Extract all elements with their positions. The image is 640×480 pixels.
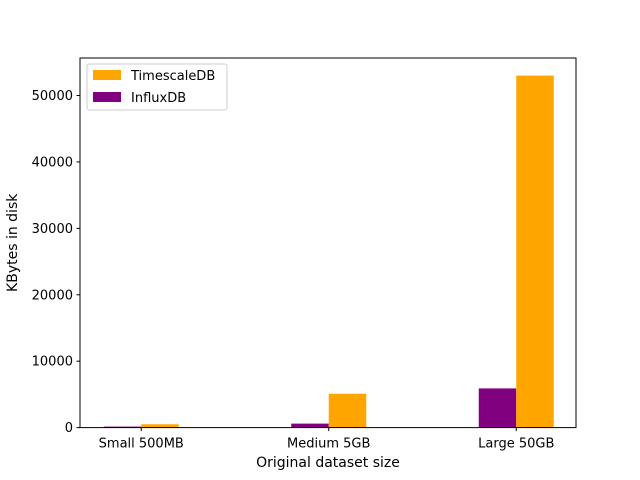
x-tick-label: Large 50GB [478, 437, 554, 452]
legend-label-timescaledb: TimescaleDB [130, 69, 215, 84]
x-axis-label: Original dataset size [256, 455, 400, 471]
y-axis: 0 10000 20000 30000 40000 50000 [32, 89, 80, 436]
y-axis-label: KBytes in disk [5, 193, 21, 292]
bar-influxdb-1 [291, 424, 329, 428]
x-tick-label: Medium 5GB [287, 437, 370, 452]
x-tick-label: Small 500MB [99, 437, 184, 452]
y-tick-label: 30000 [32, 222, 73, 237]
bar-influxdb-2 [479, 388, 517, 427]
legend: TimescaleDB InfluxDB [87, 64, 227, 110]
y-tick-label: 0 [65, 421, 73, 436]
y-tick-label: 50000 [32, 89, 73, 104]
legend-label-influxdb: InfluxDB [131, 91, 186, 106]
bar-timescaledb-2 [516, 76, 554, 428]
bars-layer [104, 76, 554, 428]
y-tick-label: 40000 [32, 155, 73, 170]
plot-frame [80, 58, 576, 428]
x-axis: Small 500MB Medium 5GB Large 50GB [99, 428, 555, 452]
legend-swatch-influxdb [93, 92, 121, 102]
legend-swatch-timescaledb [93, 70, 121, 80]
y-tick-label: 20000 [32, 288, 73, 303]
bar-timescaledb-1 [329, 394, 367, 428]
y-tick-label: 10000 [32, 355, 73, 370]
